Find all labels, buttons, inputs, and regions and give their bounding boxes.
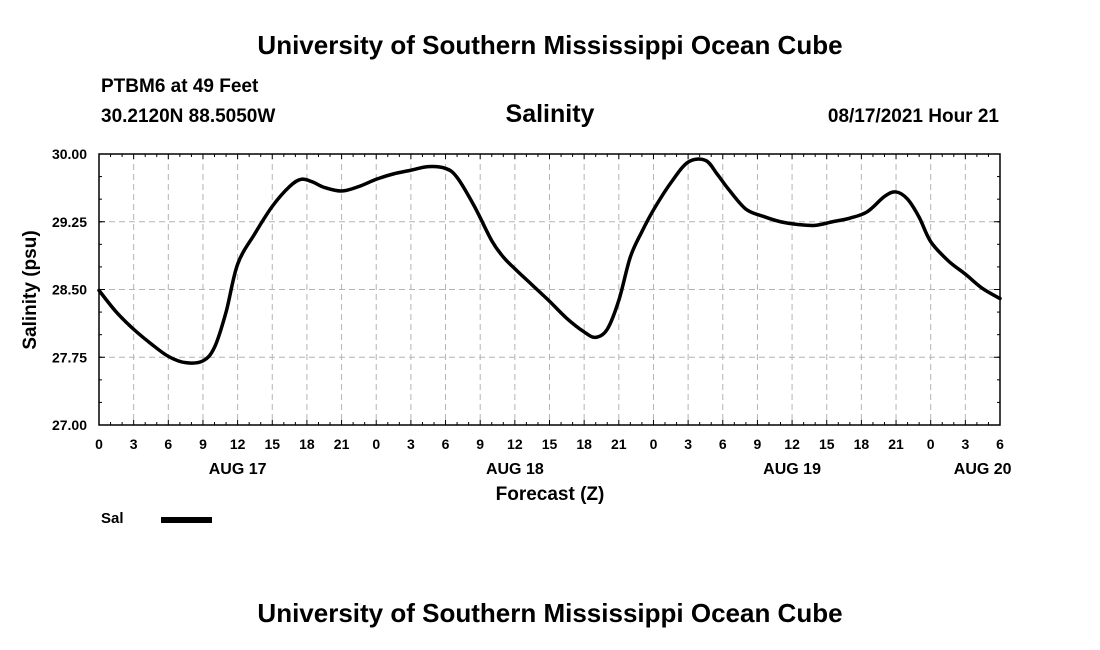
y-axis-title: Salinity (psu) xyxy=(20,230,41,349)
x-tick-label: 15 xyxy=(542,436,558,452)
x-tick-label: 6 xyxy=(719,436,727,452)
y-tick-label: 28.50 xyxy=(52,282,87,298)
x-tick-label: 12 xyxy=(230,436,246,452)
legend-swatch xyxy=(161,517,212,523)
station-name: PTBM6 at 49 Feet xyxy=(101,76,259,97)
station-coordinates: 30.2120N 88.5050W xyxy=(101,106,276,127)
axis-labels: 0 3 6 9 12 15 18 21 0 3 6 9 12 15 18 21 0 3 6 9 12 15 18 21 0 3 6 A… xyxy=(52,146,1012,478)
date-label: AUG 19 xyxy=(763,461,821,478)
salinity-series-line xyxy=(97,157,1002,365)
x-tick-label: 9 xyxy=(754,436,762,452)
chart-title: Salinity xyxy=(505,100,595,128)
x-tick-label: 6 xyxy=(996,436,1004,452)
date-label: AUG 17 xyxy=(209,461,267,478)
x-tick-label: 12 xyxy=(784,436,800,452)
x-tick-label: 18 xyxy=(299,436,315,452)
x-tick-label: 6 xyxy=(442,436,450,452)
x-tick-label: 21 xyxy=(888,436,904,452)
x-tick-label: 9 xyxy=(476,436,484,452)
x-tick-label: 6 xyxy=(164,436,172,452)
x-tick-label: 3 xyxy=(407,436,415,452)
x-tick-label: 0 xyxy=(927,436,935,452)
x-tick-label: 15 xyxy=(264,436,280,452)
x-tick-label: 0 xyxy=(95,436,103,452)
y-tick-label: 27.75 xyxy=(52,349,87,365)
x-tick-label: 21 xyxy=(611,436,627,452)
forecast-time: 08/17/2021 Hour 21 xyxy=(827,106,999,127)
x-tick-label: 18 xyxy=(576,436,592,452)
x-axis-title: Forecast (Z) xyxy=(496,484,605,505)
date-label: AUG 20 xyxy=(954,461,1012,478)
grid xyxy=(99,154,1000,425)
x-tick-label: 0 xyxy=(372,436,380,452)
x-tick-label: 15 xyxy=(819,436,835,452)
x-tick-label: 3 xyxy=(961,436,969,452)
legend-label: Sal xyxy=(101,510,124,527)
x-tick-label: 12 xyxy=(507,436,523,452)
y-tick-label: 27.00 xyxy=(52,417,87,433)
header-title: University of Southern Mississippi Ocean… xyxy=(257,30,843,60)
x-tick-label: 18 xyxy=(854,436,870,452)
x-tick-label: 9 xyxy=(199,436,207,452)
y-tick-label: 30.00 xyxy=(52,146,87,162)
x-tick-label: 3 xyxy=(130,436,138,452)
y-tick-label: 29.25 xyxy=(52,214,87,230)
x-tick-label: 21 xyxy=(334,436,350,452)
footer-title: University of Southern Mississippi Ocean… xyxy=(257,598,843,628)
date-label: AUG 18 xyxy=(486,461,544,478)
x-tick-label: 0 xyxy=(650,436,658,452)
x-tick-label: 3 xyxy=(684,436,692,452)
